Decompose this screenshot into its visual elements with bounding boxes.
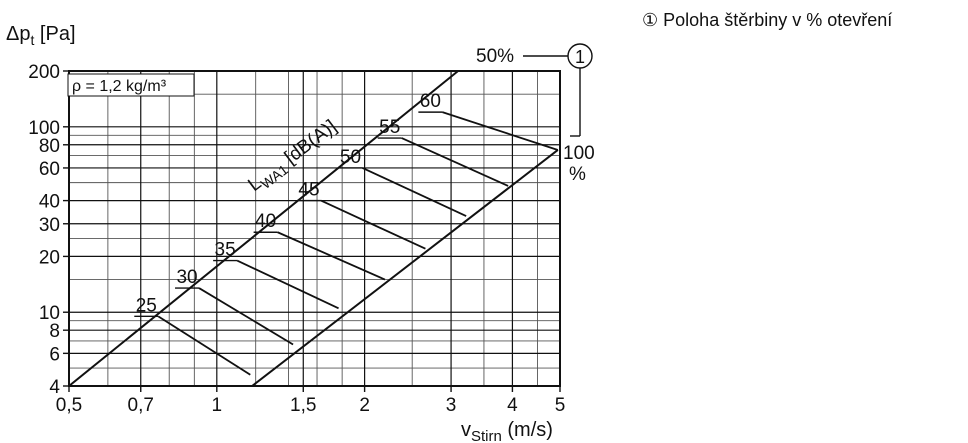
noise-label-40: 40 xyxy=(255,211,276,232)
noise-label-55: 55 xyxy=(379,117,400,138)
series-line-100pct xyxy=(251,149,559,387)
y-tick-label: 20 xyxy=(39,247,60,268)
noise-line-55 xyxy=(401,137,509,187)
noise-label-35: 35 xyxy=(215,240,236,261)
y-tick-label: 80 xyxy=(39,136,60,157)
legend-note: ① Poloha štěrbiny v % otevření xyxy=(642,10,892,31)
y-tick-label: 200 xyxy=(28,62,60,83)
noise-line-50 xyxy=(362,167,467,217)
x-tick-label: 5 xyxy=(555,395,566,416)
noise-line-45 xyxy=(320,199,426,250)
noise-line-60 xyxy=(442,111,559,151)
x-axis-title: vStirn (m/s) xyxy=(461,419,553,443)
callout-100-label: 100 xyxy=(563,143,595,164)
x-tick-label: 1 xyxy=(212,395,223,416)
y-tick-label: 6 xyxy=(49,344,60,365)
density-label: ρ = 1,2 kg/m³ xyxy=(72,78,167,95)
y-tick-label: 60 xyxy=(39,159,60,180)
callout-marker-number: 1 xyxy=(575,47,585,67)
series-layer xyxy=(68,70,559,387)
noise-label-50: 50 xyxy=(340,147,361,168)
noise-label-45: 45 xyxy=(298,180,319,201)
y-tick-label: 8 xyxy=(49,321,60,342)
x-tick-label: 3 xyxy=(446,395,457,416)
x-tick-labels: 0,5 0,7 1 1,5 2 3 4 5 xyxy=(56,395,566,416)
noise-level-lines: 25 30 35 40 45 50 55 60 xyxy=(134,91,559,376)
noise-line-40 xyxy=(277,231,386,281)
x-tick-label: 0,7 xyxy=(128,395,154,416)
noise-label-30: 30 xyxy=(176,267,197,288)
noise-line-35 xyxy=(236,259,339,310)
y-tick-label: 100 xyxy=(28,118,60,139)
lwa-label: LWA1 [dB(A)] xyxy=(244,116,342,198)
x-tick-label: 2 xyxy=(359,395,370,416)
plot-frame xyxy=(68,70,561,387)
x-tick-label: 1,5 xyxy=(290,395,316,416)
series-line-50pct xyxy=(68,70,459,387)
callout-100-percent: % xyxy=(569,164,586,185)
y-axis-title: Δpt [Pa] xyxy=(6,23,76,48)
y-tick-label: 40 xyxy=(39,192,60,213)
noise-label-60: 60 xyxy=(420,91,441,112)
noise-line-25 xyxy=(157,315,251,376)
callout-50-label: 50% xyxy=(476,46,514,67)
x-tick-label: 4 xyxy=(507,395,518,416)
note-marker-icon: ① xyxy=(642,10,659,30)
y-tick-label: 30 xyxy=(39,215,60,236)
grid-layer xyxy=(63,70,561,392)
noise-label-25: 25 xyxy=(136,295,157,316)
density-label-box xyxy=(67,73,195,97)
noise-line-30 xyxy=(198,287,294,346)
note-text: Poloha štěrbiny v % otevření xyxy=(663,10,893,30)
x-tick-label: 0,5 xyxy=(56,395,82,416)
y-tick-label: 4 xyxy=(49,377,60,398)
y-tick-label: 10 xyxy=(39,303,60,324)
